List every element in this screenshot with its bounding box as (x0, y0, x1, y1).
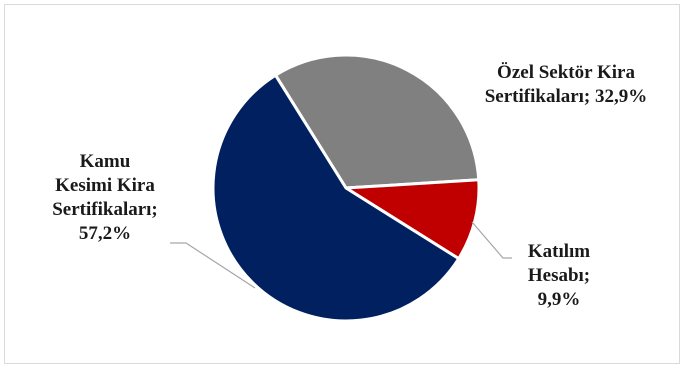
data-label-line: Katılım (528, 241, 590, 262)
pie-slice (211, 73, 461, 323)
pie-slices (211, 53, 481, 323)
data-label-line: Hesabı; (528, 265, 590, 286)
data-label-line: 9,9% (538, 289, 581, 310)
pie-slice (344, 178, 481, 261)
data-label-line: Sertifikaları; 32,9% (485, 86, 648, 107)
data-label: Özel Sektör Kira Sertifikaları; 32,9% (485, 62, 648, 107)
leader-lines (170, 221, 512, 289)
leader-line (471, 221, 512, 259)
leader-line (170, 242, 256, 289)
data-label-line: Özel Sektör Kira (497, 62, 635, 83)
data-label: Katılım Hesabı; 9,9% (528, 241, 590, 310)
data-label-line: Sertifikaları; (52, 199, 158, 220)
data-label-line: Kamu (80, 151, 131, 172)
data-label-line: 57,2% (79, 223, 131, 244)
data-label-line: Kesimi Kira (55, 175, 155, 196)
data-label: Kamu Kesimi Kira Sertifikaları; 57,2% (52, 151, 158, 244)
data-labels: Özel Sektör Kira Sertifikaları; 32,9% Katı… (52, 62, 647, 310)
